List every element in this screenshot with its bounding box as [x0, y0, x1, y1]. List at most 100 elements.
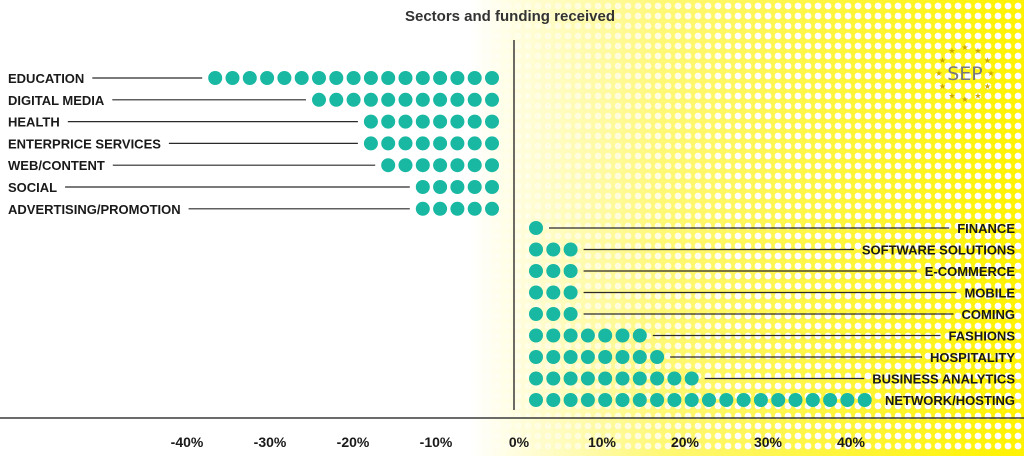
grid-dot — [784, 172, 792, 180]
grid-dot — [1004, 192, 1012, 200]
grid-dot — [704, 352, 712, 360]
grid-dot — [914, 352, 922, 360]
grid-dot — [884, 432, 892, 440]
grid-dot — [964, 392, 972, 400]
grid-dot — [824, 442, 832, 450]
grid-dot — [674, 202, 682, 210]
grid-dot — [984, 192, 992, 200]
grid-dot — [1004, 142, 1012, 150]
grid-dot — [644, 362, 652, 370]
grid-dot — [504, 202, 512, 210]
grid-dot — [814, 442, 822, 450]
grid-dot — [884, 322, 892, 330]
grid-dot — [974, 62, 982, 70]
grid-dot — [644, 52, 652, 60]
grid-dot — [894, 72, 902, 80]
grid-dot — [724, 182, 732, 190]
grid-dot — [764, 42, 772, 50]
grid-dot — [924, 152, 932, 160]
grid-dot — [794, 162, 802, 170]
grid-dot — [684, 302, 692, 310]
grid-dot — [874, 252, 882, 260]
grid-dot — [904, 392, 912, 400]
grid-dot — [874, 282, 882, 290]
grid-dot — [694, 362, 702, 370]
grid-dot — [904, 262, 912, 270]
grid-dot — [644, 72, 652, 80]
grid-dot — [934, 352, 942, 360]
grid-dot — [924, 392, 932, 400]
grid-dot — [724, 72, 732, 80]
grid-dot — [1004, 202, 1012, 210]
grid-dot — [684, 422, 692, 430]
bar-dot — [415, 114, 430, 129]
grid-dot — [844, 152, 852, 160]
grid-dot — [684, 172, 692, 180]
grid-dot — [874, 292, 882, 300]
grid-dot — [504, 72, 512, 80]
grid-dot — [914, 322, 922, 330]
grid-dot — [524, 12, 532, 20]
grid-dot — [1004, 32, 1012, 40]
grid-dot — [574, 132, 582, 140]
grid-dot — [974, 392, 982, 400]
grid-dot — [994, 142, 1002, 150]
grid-dot — [764, 322, 772, 330]
grid-dot — [934, 92, 942, 100]
grid-dot — [704, 212, 712, 220]
grid-dot — [794, 212, 802, 220]
grid-dot — [714, 212, 722, 220]
grid-dot — [914, 92, 922, 100]
grid-dot — [784, 42, 792, 50]
grid-dot — [514, 352, 522, 360]
grid-dot — [954, 182, 962, 190]
grid-dot — [984, 382, 992, 390]
grid-dot — [874, 152, 882, 160]
grid-dot — [494, 232, 502, 240]
grid-dot — [494, 422, 502, 430]
grid-dot — [754, 182, 762, 190]
grid-dot — [764, 2, 772, 10]
leader-lines — [65, 77, 957, 380]
grid-dot — [634, 422, 642, 430]
grid-dot — [504, 322, 512, 330]
grid-dot — [734, 142, 742, 150]
grid-dot — [544, 322, 552, 330]
grid-dot — [994, 42, 1002, 50]
grid-dot — [504, 62, 512, 70]
grid-dot — [884, 32, 892, 40]
grid-dot — [614, 322, 622, 330]
grid-dot — [614, 12, 622, 20]
grid-dot — [624, 152, 632, 160]
grid-dot — [954, 122, 962, 130]
grid-dot — [624, 32, 632, 40]
grid-dot — [484, 242, 492, 250]
grid-dot — [874, 72, 882, 80]
grid-dot — [774, 42, 782, 50]
grid-dot — [484, 402, 492, 410]
grid-dot — [564, 162, 572, 170]
tick-label: 40% — [837, 434, 866, 450]
bar-dot — [823, 393, 838, 407]
grid-dot — [564, 202, 572, 210]
grid-dot — [704, 142, 712, 150]
grid-dot — [994, 332, 1002, 340]
grid-dot — [884, 262, 892, 270]
grid-dot — [494, 372, 502, 380]
grid-dot — [704, 42, 712, 50]
grid-dot — [804, 12, 812, 20]
grid-dot — [634, 232, 642, 240]
grid-dot — [724, 162, 732, 170]
grid-dot — [494, 402, 502, 410]
grid-dot — [484, 252, 492, 260]
grid-dot — [644, 232, 652, 240]
grid-dot — [874, 382, 882, 390]
grid-dot — [954, 322, 962, 330]
grid-dot — [624, 72, 632, 80]
grid-dot — [954, 132, 962, 140]
grid-dot — [954, 52, 962, 60]
grid-dot — [1014, 32, 1022, 40]
grid-dot — [504, 142, 512, 150]
grid-dot — [784, 362, 792, 370]
grid-dot — [984, 182, 992, 190]
